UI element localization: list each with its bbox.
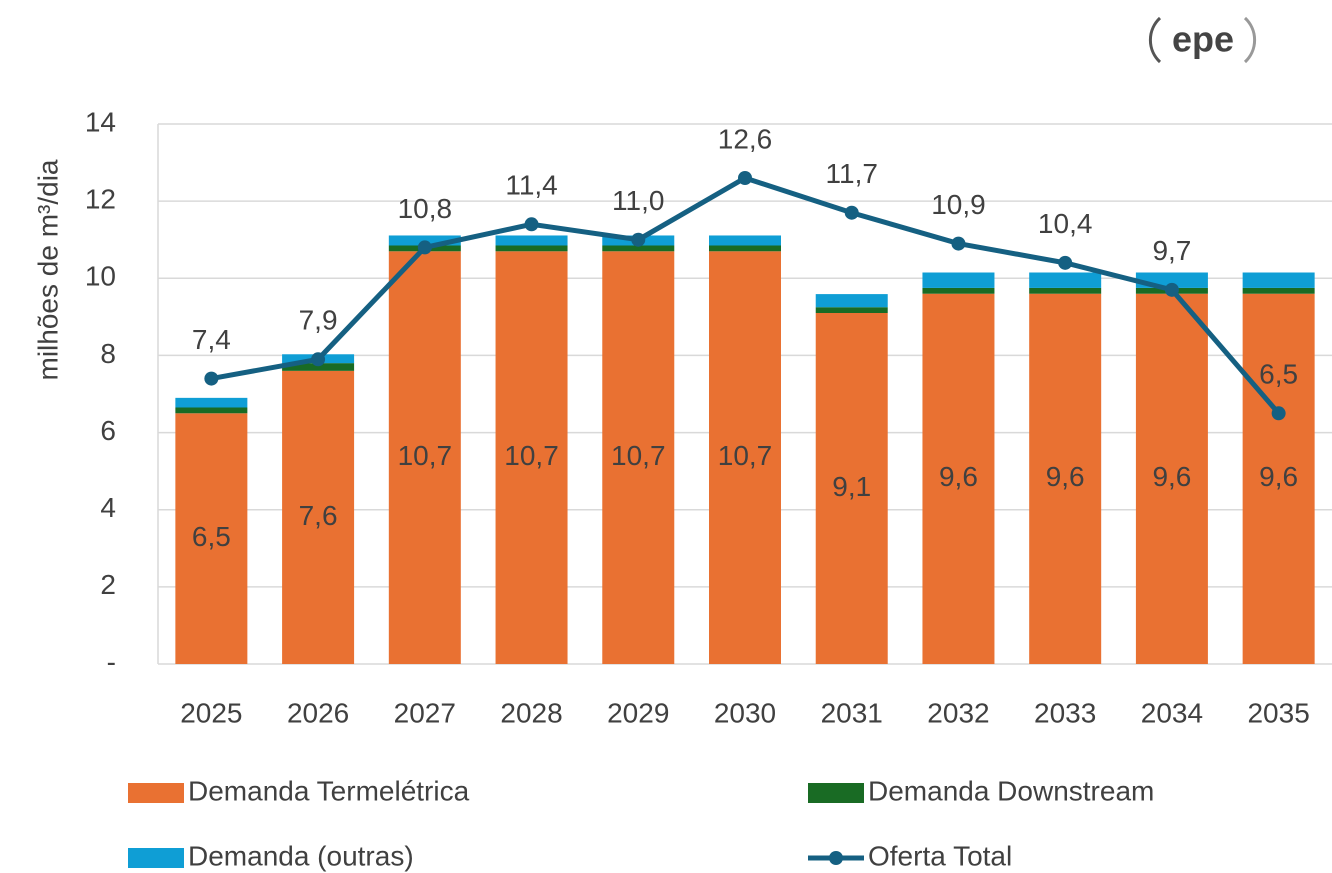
bar-segment <box>815 307 888 313</box>
x-tick-label: 2030 <box>714 697 776 728</box>
data-label: 10,7 <box>611 440 666 471</box>
bar-segment <box>495 235 568 246</box>
legend-label: Demanda (outras) <box>188 840 414 871</box>
data-label: 7,6 <box>299 500 338 531</box>
logo-arc <box>1243 16 1257 64</box>
data-label: 9,6 <box>939 461 978 492</box>
bar-segment <box>1242 272 1315 288</box>
x-tick-label: 2026 <box>287 697 349 728</box>
legend-label: Demanda Termelétrica <box>188 775 470 806</box>
data-label: 6,5 <box>192 521 231 552</box>
data-label: 10,7 <box>504 440 559 471</box>
x-tick-label: 2028 <box>500 697 562 728</box>
line-marker <box>738 171 752 185</box>
line-marker <box>417 240 432 255</box>
data-label: 10,8 <box>398 193 453 224</box>
y-axis-label: milhões de m³/dia <box>32 159 63 380</box>
bar-segment <box>1029 272 1102 288</box>
legend-label: Oferta Total <box>868 840 1012 871</box>
logo: epe <box>1148 16 1257 64</box>
x-tick-label: 2031 <box>821 697 883 728</box>
legend-swatch <box>808 783 864 803</box>
data-label: 9,6 <box>1152 461 1191 492</box>
legend-swatch <box>128 783 184 803</box>
bar-segment <box>602 251 675 665</box>
y-tick-label: 6 <box>100 415 116 446</box>
data-label: 10,9 <box>931 189 986 220</box>
data-label: 9,6 <box>1046 461 1085 492</box>
bar-segment <box>602 245 675 252</box>
data-label: 9,7 <box>1152 235 1191 266</box>
bar-segment <box>282 370 355 664</box>
data-label: 12,6 <box>718 123 773 154</box>
y-tick-label: 10 <box>85 261 116 292</box>
x-tick-label: 2029 <box>607 697 669 728</box>
bar-segment <box>1242 287 1315 294</box>
bar-segment <box>175 413 248 664</box>
bar-segment <box>1242 293 1315 664</box>
x-tick-label: 2034 <box>1141 697 1203 728</box>
data-label: 7,9 <box>299 305 338 336</box>
line-marker <box>524 217 539 232</box>
bar-segment <box>815 313 888 664</box>
data-label: 10,7 <box>718 440 773 471</box>
bar-segment <box>1029 293 1102 664</box>
legend-label: Demanda Downstream <box>868 775 1154 806</box>
bar-segment <box>815 294 888 308</box>
logo-text: epe <box>1172 19 1234 60</box>
y-tick-label: 4 <box>100 492 116 523</box>
line-marker <box>1058 255 1073 270</box>
bar-segment <box>709 251 781 665</box>
line-marker <box>204 371 219 386</box>
x-tick-label: 2035 <box>1247 697 1309 728</box>
y-tick-label: 2 <box>100 569 116 600</box>
bar-segment <box>922 287 995 294</box>
bar-segment <box>388 251 461 665</box>
data-label: 9,6 <box>1259 461 1298 492</box>
line-marker <box>1271 406 1286 421</box>
data-label: 11,7 <box>826 158 878 189</box>
data-label: 9,1 <box>832 471 871 502</box>
line-marker <box>951 236 966 251</box>
x-tick-label: 2033 <box>1034 697 1096 728</box>
data-label: 10,7 <box>398 440 453 471</box>
bar-segment <box>922 272 995 288</box>
bar-segment <box>1135 293 1208 664</box>
legend-swatch <box>128 848 184 868</box>
y-tick-label: 12 <box>85 184 116 215</box>
x-tick-label: 2025 <box>180 697 242 728</box>
bar-segment <box>495 245 568 252</box>
bar-segment <box>175 407 248 414</box>
data-label: 6,5 <box>1259 359 1298 390</box>
data-label: 7,4 <box>192 324 231 355</box>
data-label: 11,0 <box>612 185 664 216</box>
line-marker <box>631 232 646 247</box>
y-tick-label: 14 <box>85 106 116 137</box>
bar-segment <box>282 363 355 371</box>
x-tick-label: 2027 <box>394 697 456 728</box>
bar-segment <box>922 293 995 664</box>
x-tick-label: 2032 <box>927 697 989 728</box>
logo-arc <box>1148 16 1162 64</box>
bar-segment <box>709 245 781 252</box>
bar-segment <box>1029 287 1102 294</box>
bar-segment <box>495 251 568 665</box>
line-marker <box>844 205 859 220</box>
y-tick-label: - <box>107 646 116 677</box>
line-marker <box>1164 282 1179 297</box>
data-label: 10,4 <box>1038 208 1093 239</box>
bar-segment <box>175 397 248 408</box>
bar-segment <box>709 235 781 246</box>
data-label: 11,4 <box>505 170 557 201</box>
line-marker <box>311 352 326 367</box>
y-tick-label: 8 <box>100 338 116 369</box>
legend-swatch <box>829 851 843 865</box>
